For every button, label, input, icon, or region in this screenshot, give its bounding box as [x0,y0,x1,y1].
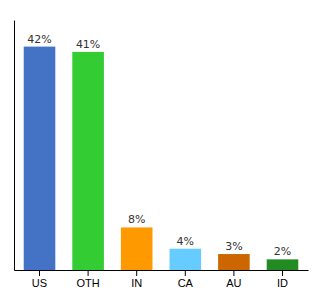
x-axis: US OTH IN CA AU ID [15,270,309,289]
x-tick-label: IN [131,277,142,289]
chart-container: US OTH IN CA AU ID 42% 41% 8% 4% 3% 2% [0,0,320,300]
bar [72,52,104,270]
bar [267,259,299,270]
plot: US OTH IN CA AU ID 42% 41% 8% 4% 3% 2% [15,21,309,289]
x-tick-mark [88,270,89,276]
x-tick-label: AU [226,277,241,289]
x-tick-mark [282,270,283,276]
bar [121,227,153,270]
x-tick: ID [277,270,288,289]
data-label: 2% [274,245,291,258]
x-tick-label: CA [178,277,194,289]
x-tick-mark [185,270,186,276]
x-tick-mark [39,270,40,276]
x-tick-label: ID [277,277,288,289]
bar [218,254,250,270]
x-axis-line [15,270,309,271]
bar [24,47,56,270]
x-tick: AU [226,270,241,289]
data-label: 42% [27,33,51,46]
x-tick: CA [178,270,194,289]
y-axis [14,21,15,271]
x-tick: OTH [76,270,99,289]
bar [170,249,202,270]
x-tick-mark [136,270,137,276]
x-tick-label: US [32,277,47,289]
data-labels: 42% 41% 8% 4% 3% 2% [27,33,291,259]
data-label: 41% [76,38,100,51]
x-tick: IN [131,270,142,289]
x-tick-label: OTH [76,277,99,289]
x-tick-mark [233,270,234,276]
y-axis-line [14,21,15,271]
data-label: 3% [225,240,242,253]
data-label: 4% [177,235,194,248]
data-label: 8% [128,213,145,226]
chart-svg: US OTH IN CA AU ID 42% 41% 8% 4% 3% 2% [0,0,320,300]
bars [24,47,299,270]
x-tick: US [32,270,47,289]
